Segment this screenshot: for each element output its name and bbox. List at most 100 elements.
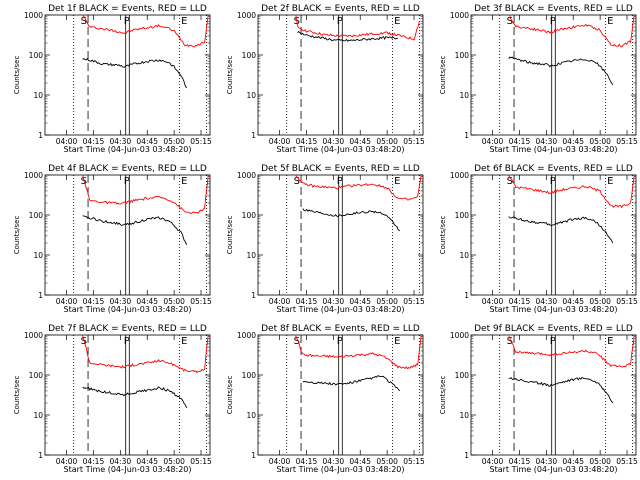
x-tick-label: 04:00 bbox=[56, 297, 78, 306]
y-tick-label: 10 bbox=[33, 91, 43, 100]
x-tick-label: 04:15 bbox=[83, 137, 105, 146]
x-axis-label: Start Time (04-Jun-03 03:48:20) bbox=[277, 145, 405, 154]
detector-panel: Det 8f BLACK = Events, RED = LLD 1 10 100 10… bbox=[213, 320, 426, 480]
x-tick-label: 04:30 bbox=[110, 297, 132, 306]
detector-panel: Det 9f BLACK = Events, RED = LLD 1 10 100 10… bbox=[426, 320, 639, 480]
events-rate-series bbox=[297, 31, 398, 42]
y-tick-label: 1 bbox=[464, 131, 469, 140]
x-tick-label: 04:00 bbox=[482, 297, 504, 306]
chart-title: Det 9f BLACK = Events, RED = LLD bbox=[474, 324, 633, 334]
segment-marker-label: E bbox=[607, 176, 613, 187]
x-tick-label: 04:15 bbox=[509, 457, 531, 466]
x-tick-label: 05:15 bbox=[190, 457, 212, 466]
y-tick-label: 1 bbox=[251, 291, 256, 300]
x-tick-label: 05:15 bbox=[403, 137, 425, 146]
plot-frame bbox=[257, 174, 424, 296]
y-axis-label: Counts/sec bbox=[226, 376, 234, 415]
y-tick-label: 10 bbox=[459, 251, 469, 260]
segment-marker-label: E bbox=[181, 176, 187, 187]
y-axis-label: Counts/sec bbox=[13, 216, 21, 255]
x-tick-label: 04:30 bbox=[536, 457, 558, 466]
y-tick-label: 10 bbox=[246, 91, 256, 100]
events-rate-series bbox=[508, 376, 614, 404]
x-tick-label: 05:15 bbox=[190, 297, 212, 306]
segment-marker-label: E bbox=[607, 16, 613, 27]
detector-panel: Det 5f BLACK = Events, RED = LLD 1 10 100 10… bbox=[213, 160, 426, 320]
y-tick-label: 10 bbox=[246, 411, 256, 420]
plot-frame bbox=[470, 334, 637, 456]
x-tick-label: 05:00 bbox=[589, 137, 611, 146]
segment-marker-label: S bbox=[507, 176, 513, 187]
y-tick-label: 1 bbox=[464, 291, 469, 300]
x-tick-label: 04:00 bbox=[269, 137, 291, 146]
chart-title: Det 7f BLACK = Events, RED = LLD bbox=[48, 324, 207, 334]
lld-rate-series bbox=[295, 335, 422, 370]
y-axis-label: Counts/sec bbox=[13, 376, 21, 415]
events-rate-series bbox=[302, 208, 400, 232]
y-tick-label: 1000 bbox=[450, 171, 469, 180]
events-rate-series bbox=[302, 375, 401, 392]
x-tick-label: 05:15 bbox=[616, 297, 638, 306]
x-tick-label: 05:00 bbox=[376, 297, 398, 306]
x-tick-label: 04:45 bbox=[562, 457, 584, 466]
x-axis-label: Start Time (04-Jun-03 03:48:20) bbox=[64, 145, 192, 154]
detector-panel: Det 1f BLACK = Events, RED = LLD 1 10 100 10… bbox=[0, 0, 213, 160]
plot-frame bbox=[470, 174, 637, 296]
x-axis-label: Start Time (04-Jun-03 03:48:20) bbox=[490, 465, 618, 474]
x-tick-label: 04:00 bbox=[482, 137, 504, 146]
plot-frame bbox=[470, 14, 637, 136]
detector-panel: Det 3f BLACK = Events, RED = LLD 1 10 100 10… bbox=[426, 0, 639, 160]
chart-svg: Det 9f BLACK = Events, RED = LLD 1 10 100 10… bbox=[439, 324, 638, 474]
chart-title: Det 2f BLACK = Events, RED = LLD bbox=[261, 4, 420, 14]
plot-frame bbox=[44, 14, 211, 136]
y-tick-label: 10 bbox=[33, 411, 43, 420]
x-tick-label: 04:45 bbox=[136, 137, 158, 146]
x-axis-label: Start Time (04-Jun-03 03:48:20) bbox=[64, 305, 192, 314]
x-tick-label: 05:15 bbox=[403, 457, 425, 466]
events-rate-series bbox=[508, 56, 614, 86]
chart-title: Det 4f BLACK = Events, RED = LLD bbox=[48, 164, 207, 174]
detector-panel: Det 7f BLACK = Events, RED = LLD 1 10 100 10… bbox=[0, 320, 213, 480]
segment-marker-label: P bbox=[337, 176, 343, 187]
x-tick-label: 04:30 bbox=[110, 457, 132, 466]
x-tick-label: 04:45 bbox=[136, 457, 158, 466]
segment-marker-label: P bbox=[124, 336, 130, 347]
segment-marker-label: S bbox=[294, 176, 300, 187]
lld-rate-series bbox=[82, 15, 209, 48]
segment-marker-label: E bbox=[607, 336, 613, 347]
x-tick-label: 04:00 bbox=[269, 297, 291, 306]
lld-rate-series bbox=[508, 15, 635, 48]
chart-svg: Det 8f BLACK = Events, RED = LLD 1 10 100 10… bbox=[226, 324, 425, 474]
y-tick-label: 1000 bbox=[237, 11, 256, 20]
chart-svg: Det 3f BLACK = Events, RED = LLD 1 10 100 10… bbox=[439, 4, 638, 154]
x-tick-label: 04:15 bbox=[83, 457, 105, 466]
y-axis-label: Counts/sec bbox=[226, 216, 234, 255]
x-tick-label: 05:00 bbox=[589, 297, 611, 306]
x-tick-label: 05:15 bbox=[190, 137, 212, 146]
plot-frame bbox=[257, 334, 424, 456]
x-tick-label: 05:00 bbox=[589, 457, 611, 466]
segment-marker-label: E bbox=[394, 336, 400, 347]
events-rate-series bbox=[82, 386, 188, 409]
chart-title: Det 1f BLACK = Events, RED = LLD bbox=[48, 4, 207, 14]
detector-panel: Det 2f BLACK = Events, RED = LLD 1 10 100 10… bbox=[213, 0, 426, 160]
y-axis-label: Counts/sec bbox=[13, 56, 21, 95]
x-axis-label: Start Time (04-Jun-03 03:48:20) bbox=[490, 145, 618, 154]
events-rate-series bbox=[82, 215, 188, 245]
x-tick-label: 05:15 bbox=[403, 297, 425, 306]
y-tick-label: 100 bbox=[242, 371, 257, 380]
x-axis-label: Start Time (04-Jun-03 03:48:20) bbox=[277, 305, 405, 314]
chart-svg: Det 5f BLACK = Events, RED = LLD 1 10 100 10… bbox=[226, 164, 425, 314]
x-tick-label: 04:45 bbox=[349, 297, 371, 306]
y-tick-label: 1 bbox=[251, 451, 256, 460]
segment-marker-label: E bbox=[394, 176, 400, 187]
y-tick-label: 100 bbox=[455, 51, 470, 60]
y-tick-label: 100 bbox=[29, 51, 44, 60]
y-tick-label: 100 bbox=[29, 371, 44, 380]
lld-rate-series bbox=[508, 335, 635, 368]
x-tick-label: 04:15 bbox=[509, 297, 531, 306]
chart-title: Det 8f BLACK = Events, RED = LLD bbox=[261, 324, 420, 334]
chart-svg: Det 1f BLACK = Events, RED = LLD 1 10 100 10… bbox=[13, 4, 212, 154]
y-tick-label: 1 bbox=[38, 131, 43, 140]
y-tick-label: 100 bbox=[455, 211, 470, 220]
